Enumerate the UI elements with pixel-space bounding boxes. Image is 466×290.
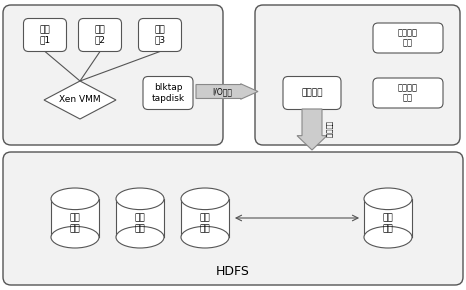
- Ellipse shape: [116, 188, 164, 210]
- FancyBboxPatch shape: [116, 199, 164, 237]
- FancyBboxPatch shape: [51, 199, 99, 237]
- Text: 存储空间
管理: 存储空间 管理: [398, 83, 418, 103]
- FancyBboxPatch shape: [3, 5, 223, 145]
- FancyBboxPatch shape: [373, 78, 443, 108]
- Text: 数据
节点: 数据 节点: [199, 214, 210, 233]
- FancyBboxPatch shape: [364, 199, 412, 237]
- FancyBboxPatch shape: [181, 199, 229, 237]
- Ellipse shape: [51, 226, 99, 248]
- Ellipse shape: [364, 226, 412, 248]
- Ellipse shape: [181, 226, 229, 248]
- Ellipse shape: [116, 226, 164, 248]
- Polygon shape: [44, 81, 116, 119]
- Text: 虚拟
机1: 虚拟 机1: [40, 25, 51, 45]
- Text: HDFS: HDFS: [216, 265, 250, 278]
- Text: 数据传输: 数据传输: [326, 121, 333, 138]
- Text: I/O请求: I/O请求: [212, 87, 232, 96]
- Text: blktap
tapdisk: blktap tapdisk: [151, 83, 185, 103]
- FancyBboxPatch shape: [373, 23, 443, 53]
- Ellipse shape: [181, 188, 229, 210]
- FancyBboxPatch shape: [138, 19, 181, 52]
- Text: Xen VMM: Xen VMM: [59, 95, 101, 104]
- Text: 虚拟
机3: 虚拟 机3: [154, 25, 165, 45]
- FancyBboxPatch shape: [283, 77, 341, 110]
- FancyBboxPatch shape: [78, 19, 122, 52]
- Text: 名称
节点: 名称 节点: [383, 214, 393, 233]
- Text: 数据
节点: 数据 节点: [135, 214, 145, 233]
- FancyBboxPatch shape: [255, 5, 460, 145]
- Ellipse shape: [51, 188, 99, 210]
- Text: 数据
节点: 数据 节点: [69, 214, 80, 233]
- Polygon shape: [196, 84, 258, 99]
- Ellipse shape: [364, 188, 412, 210]
- FancyBboxPatch shape: [23, 19, 67, 52]
- FancyBboxPatch shape: [143, 77, 193, 110]
- FancyBboxPatch shape: [3, 152, 463, 285]
- Text: 虚拟
机2: 虚拟 机2: [95, 25, 105, 45]
- Text: 镜像数据
管理: 镜像数据 管理: [398, 28, 418, 48]
- Polygon shape: [297, 109, 327, 150]
- Text: 读写定位: 读写定位: [301, 88, 323, 97]
